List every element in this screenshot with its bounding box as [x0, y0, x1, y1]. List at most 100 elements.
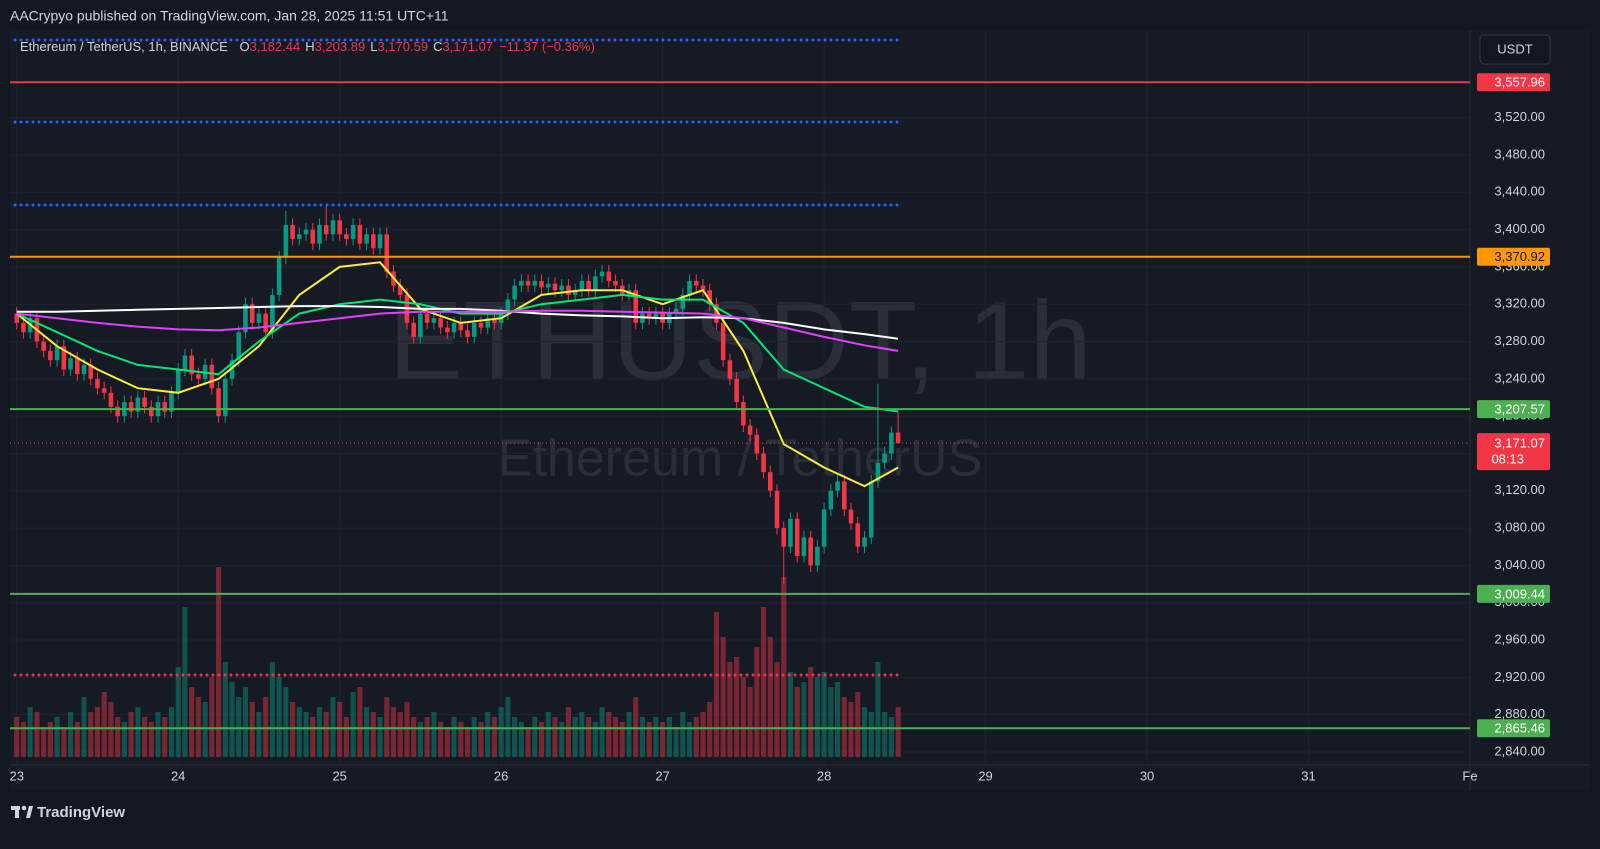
candle-body: [357, 224, 363, 244]
volume-bar: [27, 707, 33, 757]
volume-bar: [377, 717, 383, 757]
candle-body: [371, 234, 376, 249]
volume-bar: [808, 667, 814, 757]
level-label: 3,370.92: [1494, 249, 1545, 264]
candle-body: [633, 290, 639, 323]
candle-body: [525, 280, 531, 286]
volume-bar: [660, 722, 666, 757]
candle-body: [438, 318, 443, 328]
volume-bar: [855, 692, 861, 757]
candle-body: [88, 364, 94, 379]
candle-body: [350, 224, 356, 239]
candle-body: [41, 341, 46, 351]
level-label-box: [1477, 719, 1550, 738]
x-tick-label: 25: [332, 768, 346, 783]
candle-body: [149, 406, 154, 417]
candle-body: [835, 481, 840, 491]
volume-bar: [283, 687, 289, 757]
candle-body: [115, 406, 120, 417]
volume-bar: [108, 702, 114, 757]
candle-body: [767, 472, 773, 491]
volume-bar: [242, 687, 249, 757]
candle-body: [727, 360, 733, 379]
volume-bar: [236, 697, 242, 757]
x-tick-label: 27: [655, 768, 669, 783]
ohlc-key: O: [239, 39, 249, 54]
candle-body: [21, 322, 26, 333]
volume-bar: [115, 717, 121, 757]
moving-average: [16, 309, 899, 352]
volume-bar: [81, 697, 87, 757]
volume-bar: [168, 707, 175, 757]
y-tick-label: 2,920.00: [1494, 669, 1545, 684]
volume-bar: [579, 712, 585, 757]
moving-average: [16, 305, 899, 340]
volume-bar: [471, 717, 477, 757]
volume-bar: [545, 712, 551, 757]
candle-body: [720, 322, 726, 361]
candle-body: [593, 276, 598, 291]
candle-body: [512, 285, 517, 300]
candle-body: [418, 313, 423, 337]
candle-body: [223, 378, 228, 417]
volume-bar: [828, 687, 834, 757]
volume-bar: [505, 697, 511, 757]
candle-body: [216, 388, 221, 417]
volume-bar: [875, 662, 881, 757]
candle-body: [734, 378, 739, 403]
volume-bar: [700, 712, 706, 757]
volume-bar: [639, 717, 645, 757]
candle-body: [209, 364, 215, 389]
volume-bar: [720, 637, 726, 757]
candle-body: [707, 290, 713, 305]
volume-bar: [222, 662, 228, 757]
x-tick-label: 30: [1140, 768, 1154, 783]
candle-body: [572, 290, 578, 295]
candle-body: [411, 322, 416, 337]
legend: Ethereum / TetherUS, 1h, BINANCE O3,182.…: [20, 39, 595, 54]
volume-bar: [350, 692, 356, 757]
x-tick-label: 29: [978, 768, 992, 783]
level-label-box: [1477, 247, 1550, 266]
level-label: 3,207.57: [1494, 402, 1545, 417]
candle-body: [471, 322, 477, 337]
volume-bar: [666, 717, 672, 757]
level-label: 3,009.44: [1494, 586, 1545, 601]
volume-bar: [882, 712, 888, 757]
volume-bar: [417, 722, 423, 757]
volume-bar: [431, 712, 437, 757]
volume-bar: [451, 717, 457, 757]
watermark-subtitle: Ethereum / TetherUS: [498, 430, 983, 488]
brand: TradingView: [37, 804, 125, 821]
candle-body: [794, 518, 800, 557]
volume-bar: [390, 707, 397, 757]
plot-layer: [10, 38, 1470, 757]
ohlc-key: C: [433, 39, 442, 54]
y-tick-label: 3,240.00: [1494, 370, 1545, 385]
candle-body: [882, 453, 887, 463]
currency-button[interactable]: [1479, 34, 1551, 65]
candle-body: [101, 388, 107, 393]
x-tick-label: 31: [1301, 768, 1315, 783]
volume-bar: [888, 717, 894, 757]
candle-body: [397, 285, 403, 295]
currency[interactable]: USDT: [1497, 41, 1532, 56]
volume-bar: [155, 712, 161, 757]
volume-bar: [747, 687, 753, 757]
volume-bar: [848, 702, 854, 757]
candle-body: [606, 271, 612, 281]
candle-body: [519, 280, 524, 286]
candle-body: [276, 257, 282, 295]
last-price-label: 3,171.07: [1494, 436, 1545, 451]
candle-body: [243, 304, 248, 333]
candle-body: [539, 280, 544, 288]
volume-bar: [781, 577, 787, 757]
volume-bar: [128, 712, 134, 757]
volume-bar: [330, 697, 336, 757]
level-label-box: [1477, 73, 1550, 92]
volume-bar: [34, 712, 40, 757]
candle-body: [337, 220, 342, 235]
volume-bar: [61, 727, 67, 757]
volume-bar: [182, 607, 188, 757]
volume-bar: [142, 717, 148, 757]
